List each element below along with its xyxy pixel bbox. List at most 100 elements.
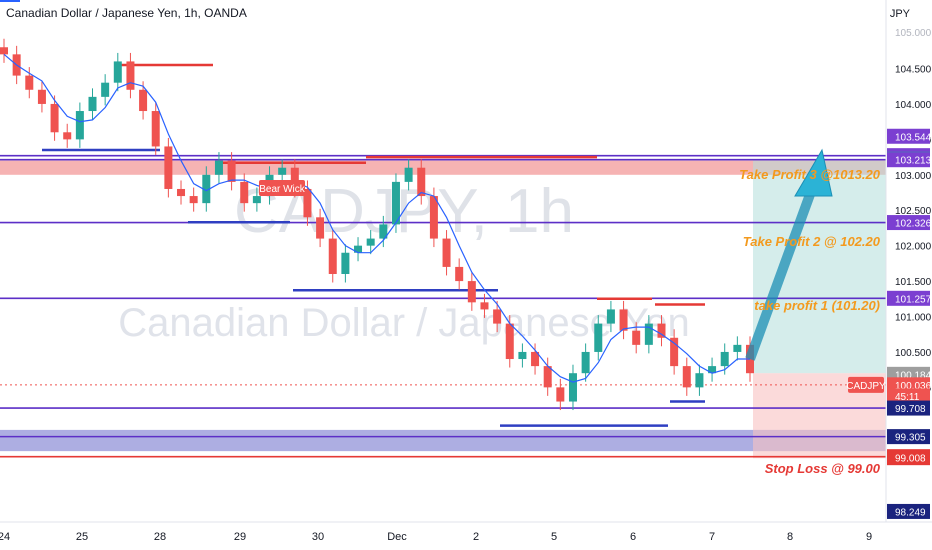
price-label-12: 99.008 — [895, 454, 926, 465]
candle-body — [632, 330, 641, 345]
candle-body — [214, 160, 223, 175]
price-label-bg-12 — [887, 450, 930, 466]
price-label-bg-10 — [887, 429, 930, 445]
candle-body — [505, 323, 514, 360]
candle-body — [126, 61, 135, 90]
take-profit-3-label: Take Profit 3 @1013.20 — [739, 167, 881, 182]
candle-body — [531, 351, 540, 367]
price-label-3: 103.213 — [895, 156, 932, 167]
time-tick-25: 25 — [76, 531, 88, 543]
candle-body — [177, 188, 186, 197]
time-tick-29: 29 — [234, 531, 246, 543]
price-tick: 101.000 — [895, 313, 932, 324]
price-label-8: 45:11 — [895, 392, 920, 403]
candle-body — [493, 309, 502, 324]
price-label-4: 102.326 — [895, 219, 932, 230]
candle-body — [113, 61, 122, 83]
time-tick-5: 5 — [551, 531, 557, 543]
price-label-bg-3 — [887, 152, 930, 168]
take-profit-1-label: take profit 1 (101.20) — [754, 298, 880, 313]
price-label-10: 99.305 — [895, 433, 926, 444]
candle-body — [202, 174, 211, 204]
candle-body — [543, 366, 552, 388]
candle-body — [316, 217, 325, 239]
candle-body — [252, 196, 261, 204]
candle-body — [568, 373, 577, 402]
price-label-bg-9 — [887, 400, 930, 416]
candle-body — [606, 309, 615, 324]
candle-body — [417, 167, 426, 197]
bear-wick-label: Bear Wick — [259, 184, 306, 195]
chart-title: Canadian Dollar / Japanese Yen, 1h, OAND… — [6, 6, 247, 20]
candle-body — [290, 167, 299, 189]
price-tick: 102.500 — [895, 206, 932, 217]
price-label-0: 103.544 — [895, 132, 932, 143]
price-label-6: 100.184 — [895, 370, 932, 381]
candle-body — [442, 238, 451, 267]
time-tick-28: 28 — [154, 531, 166, 543]
candle-body — [328, 238, 337, 274]
candle-body — [695, 373, 704, 388]
projection-arrow-head — [794, 148, 833, 197]
candle-body — [657, 323, 666, 338]
candle-body — [341, 252, 350, 274]
price-tick: 104.500 — [895, 65, 932, 76]
price-label-bg-4 — [887, 215, 930, 231]
time-tick-7: 7 — [709, 531, 715, 543]
candle-body — [682, 366, 691, 388]
candle-body — [25, 75, 34, 90]
candle-body — [75, 111, 84, 140]
moving-average-line — [3, 53, 750, 383]
candle-body — [518, 351, 527, 360]
price-tick: 100.500 — [895, 348, 932, 359]
candle-body — [455, 266, 464, 282]
price-label-bg-13 — [887, 503, 930, 519]
price-tick: 102.000 — [895, 242, 932, 253]
candle-body — [619, 309, 628, 331]
candle-body — [63, 132, 72, 140]
time-tick-Dec: Dec — [387, 531, 407, 543]
candle-body — [37, 89, 46, 104]
zone-1 — [0, 429, 886, 452]
time-tick-6: 6 — [630, 531, 636, 543]
price-label-5: 101.257 — [895, 294, 932, 305]
candle-body — [556, 387, 565, 402]
price-label-7: 100.036 — [895, 381, 932, 392]
candle-body — [303, 188, 312, 218]
symbol-tag-bg — [848, 376, 884, 393]
candle-body — [278, 167, 287, 175]
candle-body — [50, 103, 59, 133]
candle-body — [151, 111, 160, 147]
chart-header: Canadian Dollar / Japanese Yen, 1h, OAND… — [0, 0, 247, 26]
time-tick-24: 24 — [0, 531, 10, 543]
candle-body — [480, 302, 489, 310]
candle-body — [429, 196, 438, 239]
candle-body — [670, 337, 679, 367]
candle-body — [240, 181, 249, 204]
price-label-bg-8 — [887, 388, 930, 404]
price-label-bg-0 — [887, 128, 930, 144]
price-label-bg-5 — [887, 290, 930, 306]
candle-body — [139, 89, 148, 112]
candle-body — [708, 366, 717, 374]
price-label-9: 99.708 — [895, 404, 926, 415]
candle-body — [88, 96, 97, 112]
candle-body — [733, 344, 742, 352]
candle-body — [354, 245, 363, 253]
header-accent — [0, 0, 20, 2]
currency-label: JPY — [889, 8, 910, 20]
symbol-tag: CADJPY — [846, 381, 886, 392]
candle-body — [366, 238, 375, 246]
time-tick-9: 9 — [866, 531, 872, 543]
projection-arrow-shaft — [745, 187, 817, 361]
take-profit-2-label: Take Profit 2 @ 102.20 — [743, 234, 881, 249]
price-tick: 101.500 — [895, 277, 932, 288]
price-label-13: 98.249 — [895, 507, 926, 518]
candle-body — [467, 281, 476, 303]
time-tick-30: 30 — [312, 531, 324, 543]
candle-body — [164, 146, 173, 189]
candle-body — [189, 196, 198, 204]
price-axis-bg — [886, 0, 932, 550]
